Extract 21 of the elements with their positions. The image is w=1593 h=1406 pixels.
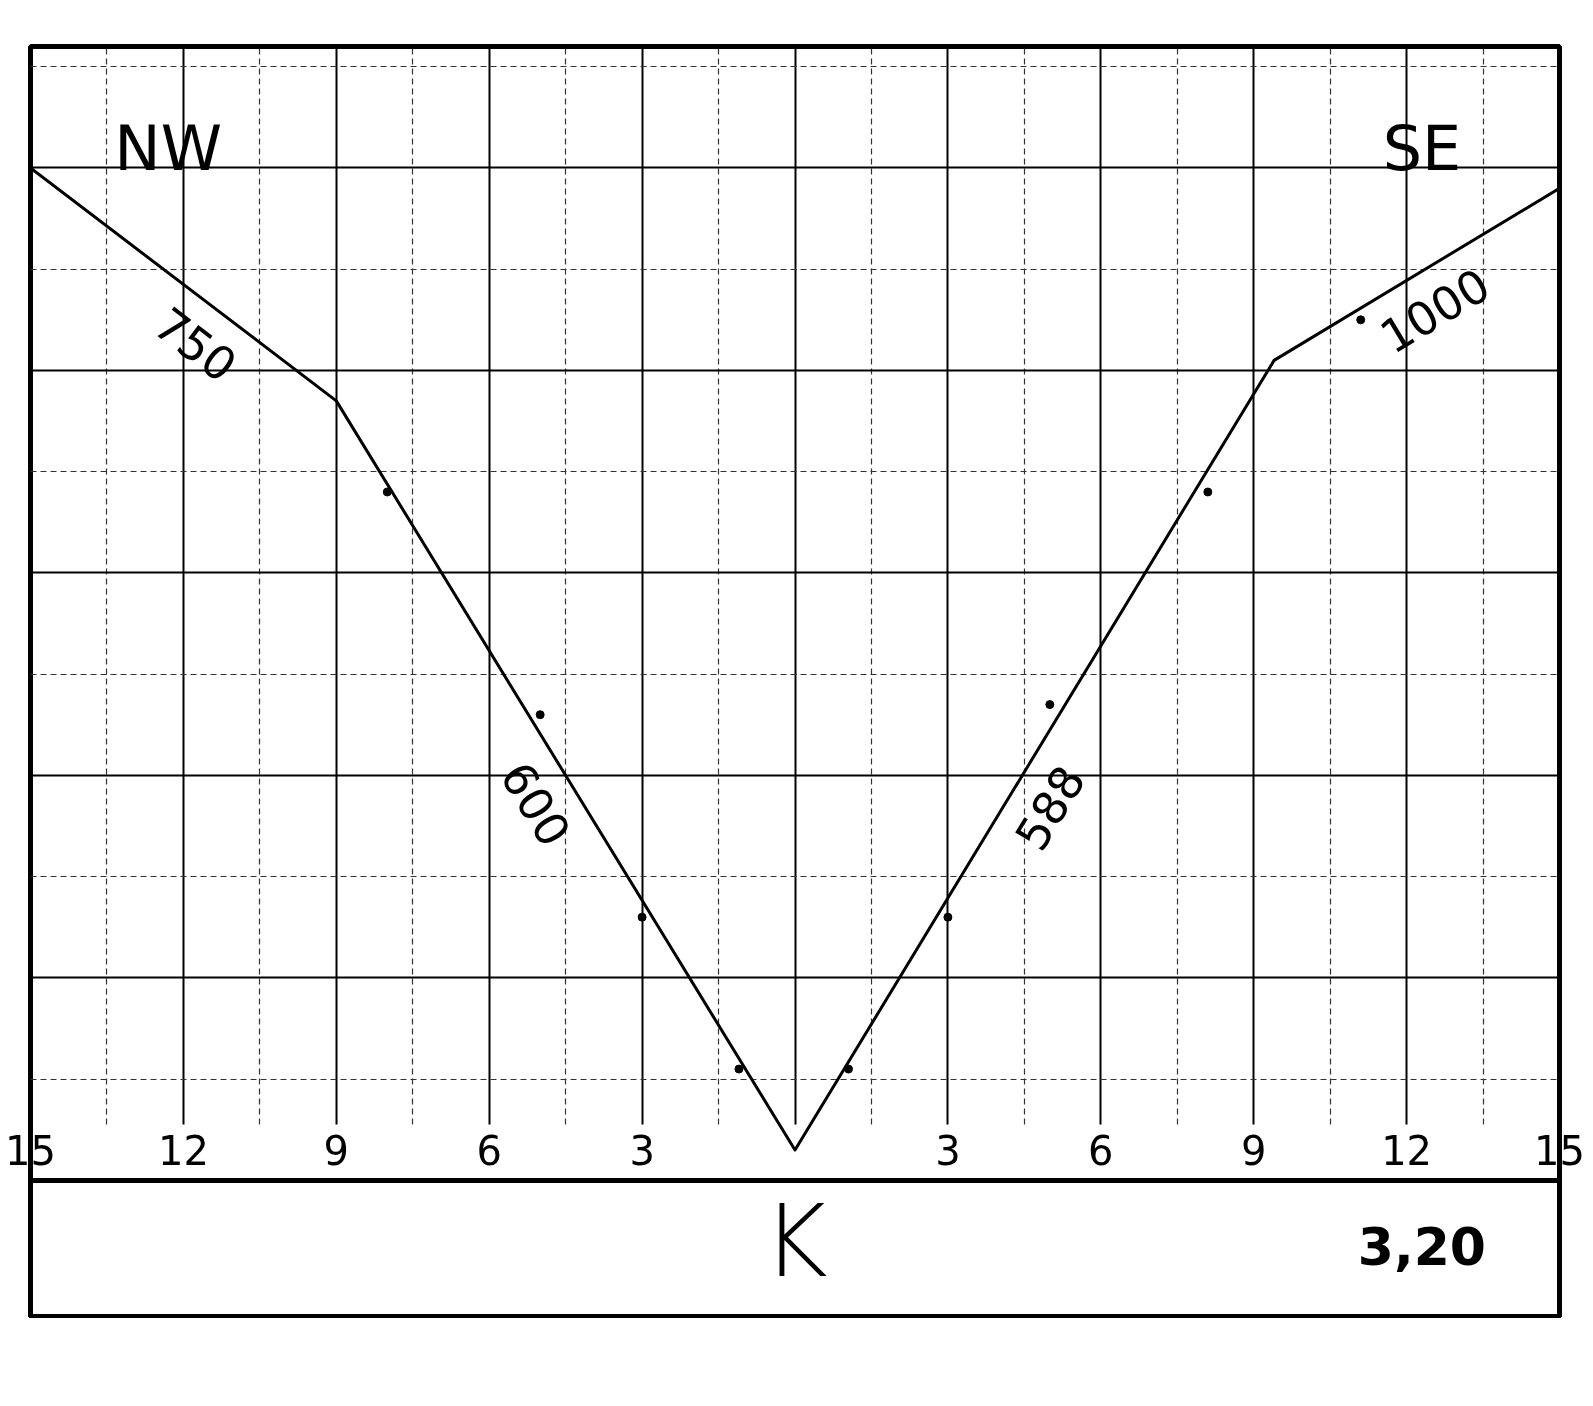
- x-tick-label: 6: [1088, 1127, 1114, 1174]
- point: [535, 710, 545, 720]
- point: [382, 487, 392, 497]
- text: 3,20: [1357, 1216, 1487, 1277]
- x-axis-title: K: [762, 1182, 828, 1300]
- annotation: 600: [489, 752, 582, 856]
- x-tick-label: 12: [157, 1127, 209, 1174]
- x-tick-label: 9: [323, 1127, 350, 1174]
- point: [943, 912, 953, 922]
- x-tick-label: 9: [1240, 1127, 1267, 1174]
- point: [1356, 315, 1366, 325]
- x-tick-label: 3: [629, 1127, 655, 1174]
- point: [734, 1064, 744, 1074]
- annotation: 750: [143, 296, 247, 394]
- point: [844, 1064, 854, 1074]
- x-tick-label: 3: [935, 1127, 961, 1174]
- point: [637, 912, 647, 922]
- point: [1203, 487, 1213, 497]
- point: [1045, 700, 1055, 710]
- x-tick-label: 12: [1381, 1127, 1433, 1174]
- x-tick-label: 6: [476, 1127, 502, 1174]
